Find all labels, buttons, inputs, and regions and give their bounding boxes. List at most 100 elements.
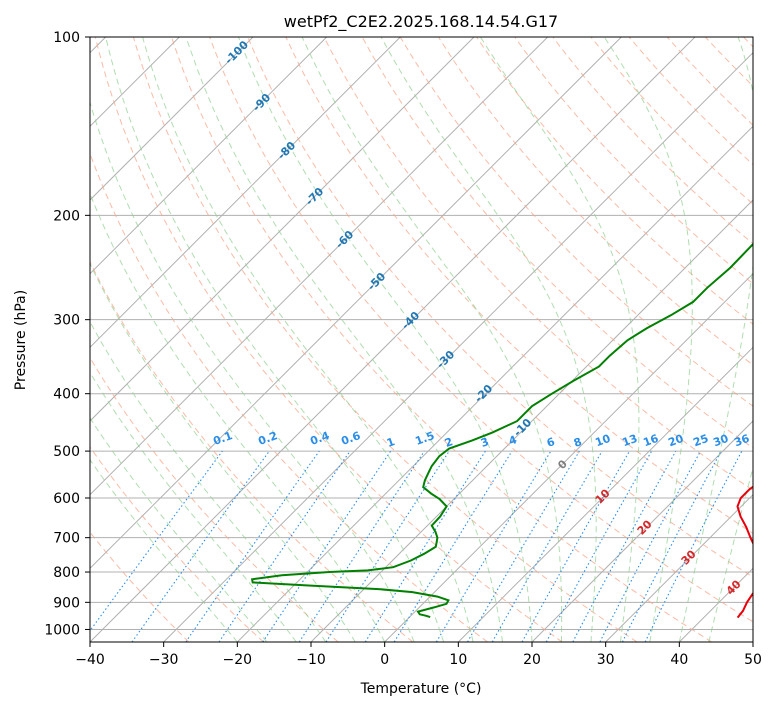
y-tick-label: 800 xyxy=(53,565,80,581)
mixing-ratio-line xyxy=(90,450,223,632)
isotherm-line xyxy=(90,37,549,496)
x-tick-label: 20 xyxy=(523,652,541,668)
mixing-ratio-label: 0.6 xyxy=(339,429,362,448)
mixing-ratio-line xyxy=(491,450,603,642)
isotherm-line xyxy=(90,37,622,570)
moist-adiabat-line xyxy=(380,37,597,642)
y-tick-label: 200 xyxy=(53,208,80,224)
y-tick-label: 700 xyxy=(53,531,80,547)
moist-adiabat-line xyxy=(678,37,753,642)
dry-adiabat-line xyxy=(323,37,753,491)
mixing-ratio-line xyxy=(435,450,552,642)
dry-adiabat-line xyxy=(209,37,753,623)
mixing-ratio-line xyxy=(393,450,513,642)
mixing-ratio-line xyxy=(325,450,450,642)
dry-adiabat-line xyxy=(94,37,563,642)
x-tick-label: 40 xyxy=(670,652,688,668)
chart-title: wetPf2_C2E2.2025.168.14.54.G17 xyxy=(284,12,558,32)
mixing-ratio-label: 13 xyxy=(620,432,639,449)
y-tick-label: 1000 xyxy=(44,622,80,638)
isotherm-line xyxy=(236,125,753,642)
isotherm-line xyxy=(90,37,328,275)
dewpoint-profile-line xyxy=(250,242,753,619)
isotherm-line xyxy=(605,493,753,642)
isotherm-line xyxy=(90,37,475,422)
moist-adiabat-line xyxy=(479,37,640,642)
x-tick-label: −20 xyxy=(223,652,253,668)
mixing-ratio-label: 6 xyxy=(545,435,557,450)
x-tick-label: 50 xyxy=(744,652,762,668)
isotherm-line xyxy=(384,272,753,642)
moist-adiabat-line xyxy=(603,37,693,642)
dry-adiabat-line xyxy=(90,260,414,642)
x-axis-label: Temperature (°C) xyxy=(360,681,482,697)
mixing-ratio-label: 30 xyxy=(711,432,730,450)
mixing-ratio-label: 20 xyxy=(666,432,685,450)
y-tick-label: 300 xyxy=(53,313,80,329)
mixing-ratio-label: 36 xyxy=(732,432,751,450)
moist-adiabat-line xyxy=(708,465,753,642)
mixing-ratio-label: 8 xyxy=(572,435,584,450)
x-tick-label: −30 xyxy=(149,652,179,668)
mixing-ratio-label: 2 xyxy=(443,435,455,450)
moist-adiabat-line xyxy=(90,371,297,642)
x-tick-label: 30 xyxy=(597,652,615,668)
moist-adiabat-line xyxy=(90,262,356,642)
moist-adiabat-line xyxy=(301,37,563,642)
y-tick-label: 400 xyxy=(53,387,80,403)
mixing-ratio-label: 16 xyxy=(641,432,660,450)
dry-adiabat-line xyxy=(132,37,638,642)
mixing-ratio-line xyxy=(218,450,351,642)
isotherm-line xyxy=(531,420,753,642)
isotherm-line xyxy=(90,37,696,642)
moist-adiabat-line xyxy=(90,100,415,642)
mixing-ratio-label: 25 xyxy=(691,432,710,449)
isotherm-line xyxy=(90,37,401,349)
mixing-ratio-label: 0.4 xyxy=(308,429,331,448)
dry-adiabat-line xyxy=(476,37,753,325)
mixing-ratio-line xyxy=(572,450,677,642)
moist-adiabat-line xyxy=(105,37,445,642)
x-tick-label: 0 xyxy=(380,652,389,668)
dry-adiabat-line xyxy=(247,37,753,578)
mixing-ratio-line xyxy=(364,450,486,642)
dry-adiabat-line xyxy=(514,37,753,285)
dry-adiabat-line xyxy=(399,37,753,407)
mixing-ratio-label: 1.5 xyxy=(413,429,436,448)
mixing-ratio-label: 4 xyxy=(507,433,519,448)
dry-adiabat-line xyxy=(90,446,264,642)
mixing-ratio-line xyxy=(185,450,320,642)
mixing-ratio-label: 3 xyxy=(479,435,491,450)
isotherm-line xyxy=(163,51,753,642)
y-tick-label: 500 xyxy=(53,444,80,460)
moist-adiabat-line xyxy=(90,192,386,642)
dry-adiabat-line xyxy=(361,37,753,449)
moist-adiabat-line xyxy=(90,458,238,642)
dry-adiabat-line xyxy=(628,37,753,166)
moist-adiabat-line xyxy=(142,37,474,642)
plot-frame xyxy=(89,36,754,643)
x-tick-label: 10 xyxy=(449,652,467,668)
x-tick-label: −40 xyxy=(75,652,105,668)
mixing-ratio-label: 10 xyxy=(593,432,612,450)
y-tick-label: 600 xyxy=(53,491,80,507)
isotherm-line xyxy=(90,37,254,201)
moist-adiabat-line xyxy=(90,320,327,642)
y-axis-label: Pressure (hPa) xyxy=(13,290,29,390)
mixing-ratio-line xyxy=(131,450,270,642)
moist-adiabat-line xyxy=(237,37,533,642)
y-axis: 100 200 300 400 500 600 700 800 900 1000 xyxy=(44,30,90,638)
mixing-ratio-label: 0.2 xyxy=(256,429,279,448)
mixing-ratio-label: 0.1 xyxy=(211,429,234,448)
x-tick-label: −10 xyxy=(296,652,326,668)
moist-adiabat-line xyxy=(90,417,268,642)
mixing-ratio-label: 1 xyxy=(385,435,397,450)
moist-adiabat-line xyxy=(185,37,503,642)
mixing-ratio-line xyxy=(521,450,630,642)
plot-area: -100-90-80-70-60-50-40-30-20-10010203040… xyxy=(90,37,753,642)
mixing-ratio-line xyxy=(467,450,580,642)
isotherm-line xyxy=(457,346,753,642)
y-tick-label: 100 xyxy=(53,30,80,46)
